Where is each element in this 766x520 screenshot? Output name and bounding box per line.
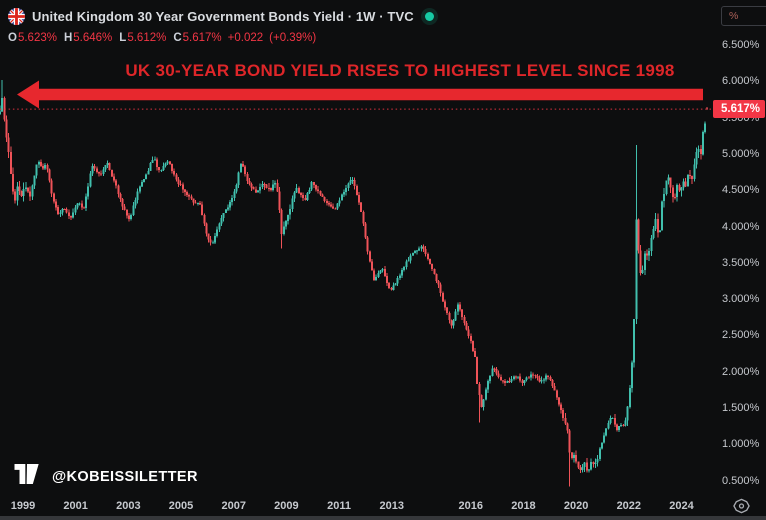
price-axis-label: 5.000% xyxy=(722,147,760,160)
high-label: H xyxy=(63,32,73,44)
time-axis-label: 2020 xyxy=(563,500,589,512)
price-axis-label: 6.000% xyxy=(722,75,760,88)
annotation-headline[interactable]: UK 30-YEAR BOND YIELD RISES TO HIGHEST L… xyxy=(125,61,675,80)
price-axis-label: 2.500% xyxy=(722,329,760,342)
time-axis-label: 2013 xyxy=(379,500,404,512)
close-value: 5.617% xyxy=(182,32,222,44)
close-label: C xyxy=(173,32,182,44)
open-value: 5.623% xyxy=(17,32,57,44)
ohlc-row: O 5.623% H 5.646% L 5.612% C 5.617% +0.022 (… xyxy=(8,32,316,44)
watermark-handle: @KOBEISSILETTER xyxy=(52,468,198,485)
bottom-toolbar-edge xyxy=(0,516,766,520)
price-axis-label: 2.000% xyxy=(722,365,760,378)
time-axis-label: 2011 xyxy=(327,500,352,512)
annotation-arrow[interactable] xyxy=(17,80,703,109)
symbol-title[interactable]: United Kingdom 30 Year Government Bonds … xyxy=(32,9,414,24)
price-axis-label: 3.000% xyxy=(722,293,760,306)
time-axis-label: 2001 xyxy=(63,500,88,512)
gear-icon[interactable] xyxy=(733,498,750,519)
price-axis-label: 1.500% xyxy=(722,402,760,414)
low-value: 5.612% xyxy=(127,32,167,44)
time-axis[interactable]: 1999 2001 2003 2005 2007 2009 2011 2013 2016 2018… xyxy=(0,497,766,516)
price-axis-label: 6.500% xyxy=(722,39,760,51)
time-axis-label: 2003 xyxy=(116,500,141,512)
change-value: +0.022 xyxy=(227,32,264,44)
time-axis-label: 2009 xyxy=(274,500,299,512)
time-axis-label: 2024 xyxy=(669,500,694,512)
open-label: O xyxy=(8,32,17,44)
high-value: 5.646% xyxy=(73,32,113,44)
last-price-label: 5.617% xyxy=(713,100,765,118)
market-status-dot[interactable] xyxy=(424,12,434,21)
change-pct-value: (+0.39%) xyxy=(269,32,317,44)
price-axis-label: 4.500% xyxy=(722,184,760,197)
price-axis[interactable]: % 6.500%6.000%5.500%5.000%4.500%4.000%3.… xyxy=(712,0,766,497)
percent-unit-button[interactable]: % xyxy=(721,6,766,26)
low-label: L xyxy=(119,32,127,44)
watermark: @KOBEISSILETTER xyxy=(12,464,198,489)
uk-flag-icon xyxy=(8,8,25,25)
time-axis-label: 2016 xyxy=(458,500,483,512)
time-axis-label: 2007 xyxy=(221,500,246,512)
candles-series xyxy=(0,79,709,487)
tradingview-logo-icon xyxy=(12,464,42,489)
time-axis-label: 1999 xyxy=(10,500,36,512)
price-axis-label: 4.000% xyxy=(722,220,760,233)
symbol-header: United Kingdom 30 Year Government Bonds … xyxy=(8,8,434,25)
time-axis-label: 2018 xyxy=(511,500,536,512)
price-axis-label: 3.500% xyxy=(722,256,760,269)
price-axis-label: 1.000% xyxy=(722,438,760,451)
price-axis-label: 0.500% xyxy=(722,474,760,487)
time-axis-label: 2022 xyxy=(616,500,642,512)
time-axis-label: 2005 xyxy=(168,500,194,512)
